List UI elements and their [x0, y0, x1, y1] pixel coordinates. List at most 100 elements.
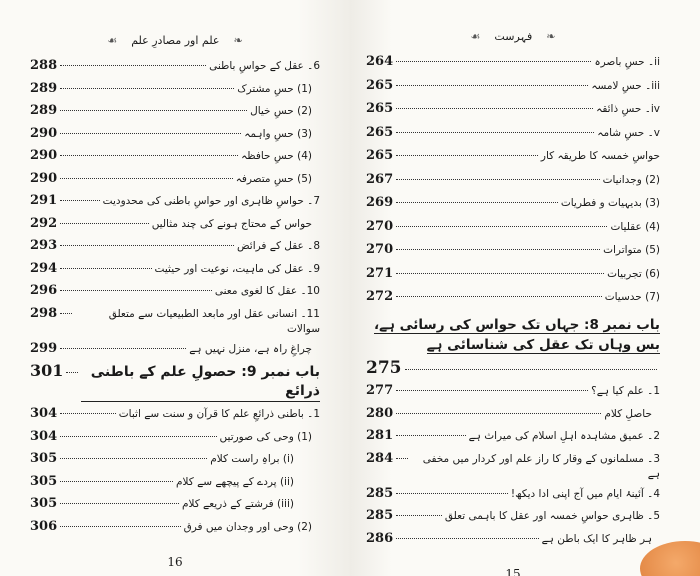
entry-page-number: 294: [30, 260, 58, 276]
entry-page-number: 301: [30, 361, 64, 380]
toc-entry: چراغِ راہ ہے، منزل نہیں ہے 299: [30, 337, 320, 360]
dot-leader: [396, 537, 539, 539]
entry-title: 3۔ مسلمانوں کے وقار کا راز علم اور کردار…: [422, 452, 660, 480]
ornament-icon: ❧: [233, 34, 243, 47]
entry-title: 11۔ انسانی عقل اور مابعد الطبیعیات سے مت…: [108, 307, 320, 335]
dot-leader: [396, 155, 538, 156]
entry-title: (5) حسِ متصرفہ: [235, 172, 312, 185]
toc-entry: 275: [366, 357, 660, 380]
dot-leader: [60, 110, 248, 111]
table-of-contents: ii۔ حسِ باصرہ 264 iii۔ حسِ لامسہ 265 iv۔ حسِ…: [366, 50, 660, 309]
toc-entry: (iii) فرشتے کے ذریعے کلام 305: [30, 492, 320, 515]
entry-title: ہر ظاہر کا ایک باطن ہے: [541, 532, 652, 545]
toc-entry: (ii) پردے کے پیچھے سے کلام 305: [30, 470, 320, 493]
entry-page-number: 285: [366, 485, 394, 501]
entry-title: 6۔ عقل کے حواسِ باطنی: [209, 60, 320, 72]
dot-leader: [60, 200, 100, 201]
dot-leader: [60, 347, 187, 349]
toc-entry: (2) وحی اور وجدان میں فرق 306: [30, 515, 320, 538]
dot-leader: [60, 87, 235, 89]
entry-page-number: 285: [366, 508, 394, 523]
entry-page-number: 265: [366, 148, 394, 163]
chapter-heading: باب نمبر 8: جہاں تک حواس کی رسائی ہے، بس…: [373, 316, 660, 354]
dot-leader: [396, 515, 442, 516]
entry-page-number: 292: [30, 215, 58, 231]
entry-page-number: 289: [30, 80, 58, 96]
entry-page-number: 299: [30, 340, 58, 356]
entry-page-number: 304: [30, 428, 58, 444]
toc-entry: 11۔ انسانی عقل اور مابعد الطبیعیات سے مت…: [30, 302, 320, 337]
toc-entry: 5۔ ظاہری حواسِ خمسہ اور عقل کا باہمی تعل…: [366, 504, 660, 527]
toc-entry: 2۔ عمیق مشاہدہ اہلِ اسلام کی میراث ہے 281: [366, 424, 660, 447]
entry-page-number: 286: [366, 530, 394, 546]
dot-leader: [396, 296, 602, 297]
entry-title: (1) وحی کی صورتیں: [219, 430, 312, 443]
entry-title: 10۔ عقل کا لغوی معنی: [214, 285, 320, 297]
toc-entry: (1) وحی کی صورتیں 304: [30, 425, 320, 448]
entry-title: 7۔ حواسِ ظاہری اور حواسِ باطنی کی محدودی…: [102, 195, 320, 207]
entry-title: 9۔ عقل کی ماہیت، نوعیت اور حیثیت: [154, 262, 320, 275]
entry-page-number: 277: [366, 383, 394, 398]
entry-title: (2) وحی اور وجدان میں فرق: [183, 520, 312, 533]
entry-title: (3) حسِ واہمہ: [244, 127, 312, 140]
dot-leader: [396, 202, 558, 203]
entry-page-number: 275: [366, 357, 402, 378]
entry-page-number: 281: [366, 428, 394, 443]
entry-title: 5۔ ظاہری حواسِ خمسہ اور عقل کا باہمی تعل…: [444, 510, 660, 522]
dot-leader: [60, 132, 242, 134]
toc-entry: (6) تجربیات 271: [366, 262, 660, 286]
toc-entry: (7) حدسیات 272: [366, 285, 660, 309]
entry-title: (i) براہِ راست کلام: [210, 453, 294, 465]
entry-page-number: 264: [366, 54, 394, 69]
entry-title: iii۔ حسِ لامسہ: [591, 79, 660, 92]
dot-leader: [396, 272, 605, 274]
dot-leader: [396, 457, 409, 459]
dot-leader: [404, 368, 657, 370]
entry-page-number: 290: [30, 148, 58, 163]
toc-entry: ہر ظاہر کا ایک باطن ہے 286: [366, 527, 660, 550]
toc-entry: 10۔ عقل کا لغوی معنی 296: [30, 279, 320, 302]
entry-title: (6) تجربیات: [607, 267, 660, 280]
entry-page-number: 288: [30, 58, 58, 73]
entry-page-number: 265: [366, 101, 394, 116]
dot-leader: [60, 222, 149, 224]
toc-entry: (5) حسِ متصرفہ 290: [30, 167, 320, 190]
entry-title: (ii) پردے کے پیچھے سے کلام: [175, 475, 294, 488]
entry-page-number: 270: [366, 218, 394, 234]
toc-entry: (2) وجدانیات 267: [366, 168, 660, 192]
table-of-contents: 6۔ عقل کے حواسِ باطنی 288 (1) حسِ مشترک 289…: [30, 54, 320, 537]
entry-page-number: 280: [366, 405, 394, 421]
dot-leader: [60, 458, 208, 459]
entry-title: 1۔ علم کیا ہے؟: [591, 385, 660, 397]
dot-leader: [396, 61, 592, 62]
dot-leader: [60, 267, 152, 269]
dot-leader: [60, 312, 73, 314]
page-number: 16: [167, 555, 183, 569]
toc-entry: حواس کے محتاج ہونے کی چند مثالیں 292: [30, 212, 320, 235]
entry-title: چراغِ راہ ہے، منزل نہیں ہے: [189, 342, 312, 355]
entry-title: 1۔ باطنی ذرائعِ علم کا قرآن و سنت سے اثب…: [118, 408, 320, 420]
entry-page-number: 271: [366, 265, 394, 281]
entry-page-number: 290: [30, 125, 58, 141]
dot-leader: [396, 178, 600, 180]
entry-title: (1) حسِ مشترک: [237, 82, 312, 95]
dot-leader: [60, 525, 181, 527]
toc-entry: (3) بدیہیات و فطریات 269: [366, 191, 660, 215]
entry-title: حاصلِ کلام: [604, 407, 652, 420]
entry-page-number: 304: [30, 406, 58, 421]
dot-leader: [396, 84, 589, 86]
entry-page-number: 293: [30, 238, 58, 253]
toc-entry: حواسِ خمسہ کا طریقہ کار 265: [366, 144, 660, 168]
toc-entry: (4) حسِ حافظہ 290: [30, 144, 320, 167]
entry-title: (4) عقلیات: [610, 220, 660, 233]
entry-page-number: 291: [30, 193, 58, 208]
entry-page-number: 289: [30, 103, 58, 118]
entry-title: (4) حسِ حافظہ: [241, 150, 312, 162]
entry-page-number: 284: [366, 450, 394, 466]
toc-entry: 3۔ مسلمانوں کے وقار کا راز علم اور کردار…: [366, 447, 660, 482]
dot-leader: [60, 413, 116, 414]
entry-title: حواس کے محتاج ہونے کی چند مثالیں: [151, 217, 312, 230]
dot-leader: [60, 245, 234, 246]
toc-entry: 6۔ عقل کے حواسِ باطنی 288: [30, 54, 320, 77]
entry-page-number: 305: [30, 496, 58, 511]
